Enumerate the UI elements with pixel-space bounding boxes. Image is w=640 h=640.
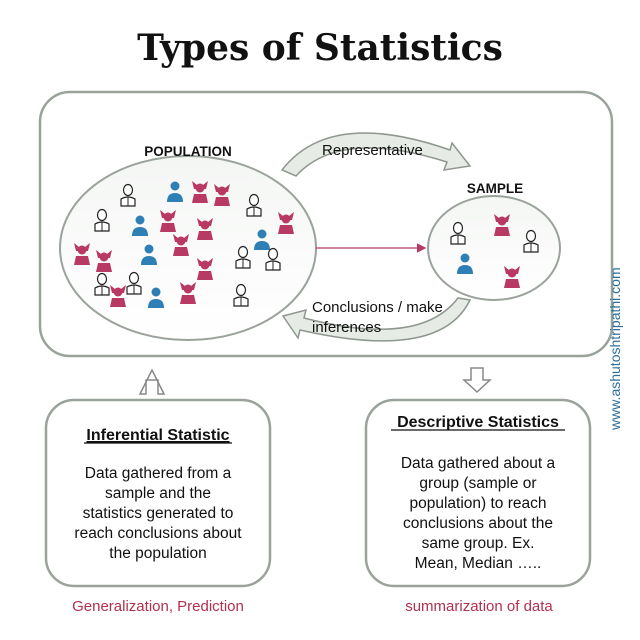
person-pink-icon (504, 266, 520, 288)
page-title: Types of Statistics (137, 27, 503, 69)
sample-ellipse (427, 195, 561, 301)
person-outline-icon (246, 193, 262, 217)
person-blue-icon (132, 215, 148, 236)
person-outline-icon (450, 221, 466, 245)
person-pink-icon (180, 282, 196, 304)
description-line: population) to reach (409, 495, 546, 512)
conclusions-curved-arrow (281, 297, 472, 342)
description-line: group (sample or (419, 475, 536, 492)
description-line: statistics generated to (83, 505, 234, 522)
person-pink-icon (173, 234, 189, 256)
sample-label: SAMPLE (467, 181, 523, 196)
population-ellipse (59, 155, 317, 341)
person-outline-icon (523, 229, 539, 253)
descriptive-box (364, 398, 592, 588)
description-line: sample and the (105, 485, 211, 502)
descriptive-heading: Descriptive Statistics (397, 414, 559, 431)
representative-label: Representative (322, 142, 423, 159)
person-blue-icon (141, 244, 157, 265)
person-blue-icon (254, 229, 270, 250)
person-pink-icon (192, 181, 208, 203)
inferential-heading: Inferential Statistic (86, 427, 229, 444)
person-pink-icon (214, 184, 230, 206)
description-line: Data gathered about a (401, 455, 556, 472)
person-outline-icon (265, 247, 281, 271)
description-line: Data gathered from a (85, 465, 232, 482)
person-pink-icon (494, 214, 510, 236)
person-blue-icon (167, 181, 183, 202)
conclusions-label-line2: inferences (312, 319, 381, 336)
person-outline-icon (233, 283, 249, 307)
person-outline-icon (94, 208, 110, 232)
person-outline-icon (235, 245, 251, 269)
descriptive-description: Data gathered about a group (sample or pop… (401, 455, 556, 572)
up-arrow-icon (138, 368, 166, 395)
population-label: POPULATION (144, 144, 232, 159)
sample-people (450, 214, 539, 288)
description-line: Mean, Median ….. (415, 555, 542, 572)
inferential-description: Data gathered from a sample and the statis… (74, 465, 242, 562)
inferential-caption: Generalization, Prediction (72, 598, 244, 615)
description-line: reach conclusions about (74, 525, 242, 542)
watermark-url: www.ashutoshtripathi.com (607, 267, 623, 431)
person-pink-icon (278, 212, 294, 234)
person-outline-icon (126, 271, 142, 295)
person-pink-icon (197, 218, 213, 240)
inferential-box (44, 398, 272, 588)
person-outline-icon (120, 183, 136, 207)
description-line: conclusions about the (403, 515, 553, 532)
person-pink-icon (96, 250, 112, 272)
representative-curved-arrow (280, 132, 472, 177)
person-pink-icon (74, 243, 90, 265)
person-pink-icon (160, 210, 176, 232)
person-outline-icon (94, 272, 110, 296)
down-arrow-icon (462, 367, 492, 394)
population-people (74, 181, 294, 308)
person-blue-icon (148, 287, 164, 308)
conclusions-label-line1: Conclusions / make (312, 299, 443, 316)
person-pink-icon (110, 285, 126, 307)
description-line: the population (109, 545, 206, 562)
descriptive-caption: summarization of data (405, 598, 553, 615)
person-pink-icon (197, 258, 213, 280)
description-line: same group. Ex. (422, 535, 535, 552)
person-blue-icon (457, 253, 473, 274)
